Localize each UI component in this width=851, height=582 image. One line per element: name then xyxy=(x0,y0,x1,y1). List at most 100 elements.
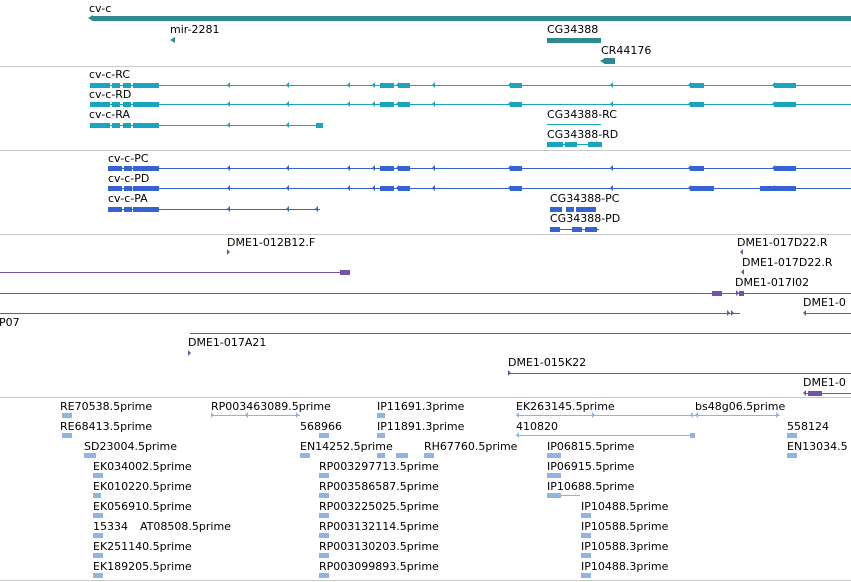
est-label[interactable]: IP10588.5prime xyxy=(581,520,669,533)
clone-label[interactable]: DME1-017A21 xyxy=(188,336,267,349)
est-label[interactable]: IP10488.5prime xyxy=(581,500,669,513)
exon-block xyxy=(133,123,159,128)
est-label[interactable]: RP003225025.5prime xyxy=(319,500,439,513)
intron-line xyxy=(516,435,694,436)
left-arrow-icon xyxy=(772,185,775,191)
est-label[interactable]: RP003586587.5prime xyxy=(319,480,439,493)
est-feature xyxy=(319,473,329,478)
right-arrow-icon xyxy=(188,350,191,356)
est-label[interactable]: RP003130203.5prime xyxy=(319,540,439,553)
est-label[interactable]: RP003132114.5prime xyxy=(319,520,439,533)
est-label[interactable]: 15334 xyxy=(93,520,128,533)
gene-feature[interactable] xyxy=(547,38,601,43)
exon-block xyxy=(774,166,796,171)
gene-label[interactable]: CG34388 xyxy=(547,23,599,36)
est-label[interactable]: 558124 xyxy=(787,420,829,433)
est-label[interactable]: IP11691.3prime xyxy=(377,400,465,413)
intron-line xyxy=(190,333,851,334)
exon-block xyxy=(550,207,562,212)
exon-block xyxy=(316,123,323,128)
left-arrow-icon xyxy=(432,101,435,107)
est-feature xyxy=(93,473,103,478)
exon-block xyxy=(760,186,796,191)
est-feature xyxy=(93,533,103,538)
clone-label[interactable]: DME1-0 xyxy=(803,376,846,389)
transcript-label[interactable]: cv-c-RA xyxy=(89,108,130,121)
clone-label[interactable]: DME1-017D22.R xyxy=(742,256,833,269)
clone-label[interactable]: DME1-015K22 xyxy=(508,356,587,369)
exon-block xyxy=(576,207,596,212)
clone-label[interactable]: P07 xyxy=(0,316,20,329)
est-label[interactable]: 568966 xyxy=(300,420,342,433)
intron-line xyxy=(90,85,851,86)
gene-label[interactable]: CR44176 xyxy=(601,44,652,57)
left-arrow-icon xyxy=(396,101,399,107)
transcript-label[interactable]: cv-c-RD xyxy=(89,88,132,101)
est-label[interactable]: IP10688.5prime xyxy=(547,480,635,493)
protein-label[interactable]: CG34388-PC xyxy=(550,192,620,205)
est-label[interactable]: IP10588.3prime xyxy=(581,540,669,553)
left-arrow-icon xyxy=(610,185,613,191)
est-label[interactable]: EK010220.5prime xyxy=(93,480,192,493)
gene-feature[interactable] xyxy=(604,58,615,64)
est-label[interactable]: EN14252.5prime xyxy=(300,440,393,453)
est-label[interactable]: RE68413.5prime xyxy=(60,420,153,433)
protein-label[interactable]: cv-c-PC xyxy=(108,152,149,165)
exon-block xyxy=(398,83,410,88)
right-arrow-icon xyxy=(727,310,730,316)
clone-label[interactable]: DME1-012B12.F xyxy=(227,236,316,249)
est-feature xyxy=(581,553,591,558)
est-label[interactable]: EK056910.5prime xyxy=(93,500,192,513)
transcript-label[interactable]: CG34388-RD xyxy=(547,128,619,141)
est-label[interactable]: SD23004.5prime xyxy=(84,440,177,453)
est-label[interactable]: IP10488.3prime xyxy=(581,560,669,573)
gene-feature[interactable] xyxy=(92,16,851,21)
exon-block xyxy=(398,166,410,171)
est-label[interactable]: EN13034.5 xyxy=(787,440,848,453)
protein-label[interactable]: cv-c-PD xyxy=(108,172,150,185)
exon-block xyxy=(133,83,159,88)
est-label[interactable]: IP06915.5prime xyxy=(547,460,635,473)
gene-label[interactable]: mir-2281 xyxy=(170,23,220,36)
est-label[interactable]: RE70538.5prime xyxy=(60,400,153,413)
left-arrow-icon xyxy=(772,101,775,107)
clone-label[interactable]: DME1-017I02 xyxy=(735,276,810,289)
est-label[interactable]: bs48g06.5prime xyxy=(695,400,786,413)
est-label[interactable]: RP003463089.5prime xyxy=(211,400,331,413)
left-arrow-icon xyxy=(508,82,511,88)
exon-block xyxy=(133,207,159,212)
left-arrow-icon xyxy=(772,82,775,88)
exon-block xyxy=(808,391,822,396)
est-label[interactable]: EK189205.5prime xyxy=(93,560,192,573)
left-arrow-icon xyxy=(610,101,613,107)
gene-arrowhead xyxy=(600,58,605,64)
transcript-label[interactable]: CG34388-RC xyxy=(547,108,617,121)
est-label[interactable]: IP11891.3prime xyxy=(377,420,465,433)
exon-block xyxy=(380,83,394,88)
left-arrow-icon xyxy=(688,185,691,191)
est-label[interactable]: AT08508.5prime xyxy=(140,520,231,533)
est-label[interactable]: EK251140.5prime xyxy=(93,540,192,553)
gene-label[interactable]: cv-c xyxy=(89,2,112,15)
est-label[interactable]: EK263145.5prime xyxy=(516,400,615,413)
left-arrow-icon xyxy=(741,269,744,275)
est-label[interactable]: RH67760.5prime xyxy=(424,440,518,453)
transcript-label[interactable]: cv-c-RC xyxy=(89,68,131,81)
right-arrow-icon xyxy=(736,290,739,296)
protein-label[interactable]: cv-c-PA xyxy=(108,192,148,205)
exon-block xyxy=(112,123,120,128)
exon-block xyxy=(510,186,522,191)
exon-block xyxy=(133,186,159,191)
clone-label[interactable]: DME1-0 xyxy=(803,296,846,309)
est-label[interactable]: 410820 xyxy=(516,420,558,433)
est-label[interactable]: RP003297713.5prime xyxy=(319,460,439,473)
gene-feature[interactable] xyxy=(170,37,175,43)
protein-label[interactable]: CG34388-PD xyxy=(550,212,621,225)
est-label[interactable]: RP003099893.5prime xyxy=(319,560,439,573)
est-feature xyxy=(377,433,385,438)
clone-label[interactable]: DME1-017D22.R xyxy=(737,236,828,249)
est-feature xyxy=(547,473,561,478)
right-arrow-icon xyxy=(508,370,511,376)
est-label[interactable]: IP06815.5prime xyxy=(547,440,635,453)
est-label[interactable]: EK034002.5prime xyxy=(93,460,192,473)
